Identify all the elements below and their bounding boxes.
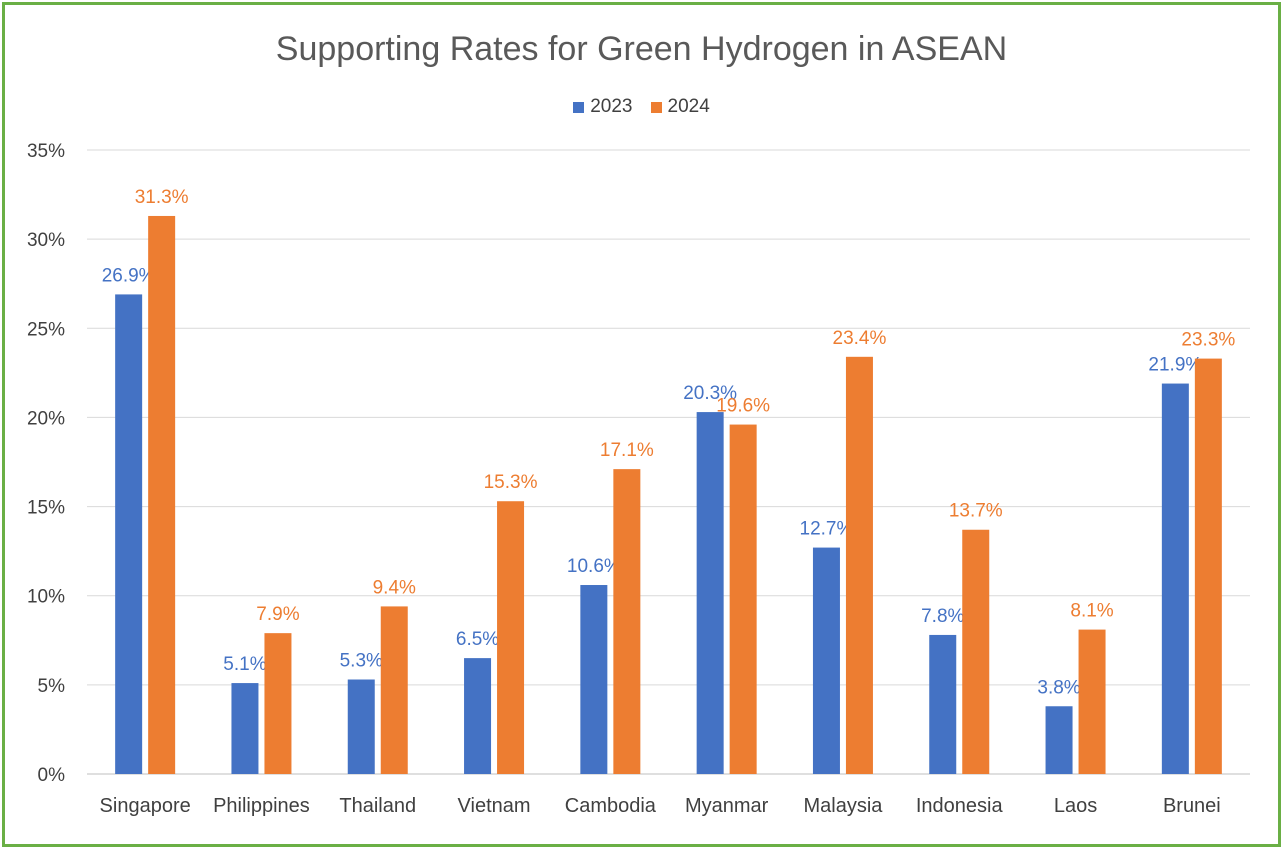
bar-2023 bbox=[696, 412, 724, 774]
data-label-2023: 21.9% bbox=[1148, 355, 1202, 376]
legend-swatch-2023 bbox=[573, 101, 585, 113]
data-label-2023: 3.8% bbox=[1037, 677, 1080, 698]
y-tick-label: 0% bbox=[38, 765, 66, 786]
data-label-2024: 19.6% bbox=[716, 396, 770, 417]
data-label-2023: 12.7% bbox=[800, 519, 854, 540]
bar-2023 bbox=[1045, 706, 1073, 774]
y-tick-label: 35% bbox=[27, 141, 65, 162]
x-category-label: Malaysia bbox=[803, 795, 883, 817]
bar-2023 bbox=[347, 679, 375, 774]
y-tick-label: 5% bbox=[38, 676, 66, 697]
x-category-label: Myanmar bbox=[685, 795, 769, 817]
data-label-2023: 26.9% bbox=[102, 265, 156, 286]
legend-item-2023: 2023 bbox=[573, 96, 633, 118]
bar-2024 bbox=[497, 501, 525, 774]
bar-2024 bbox=[962, 529, 990, 774]
y-tick-label: 30% bbox=[27, 230, 65, 251]
data-label-2023: 5.1% bbox=[223, 654, 266, 675]
bar-2023 bbox=[812, 547, 840, 774]
data-label-2023: 7.8% bbox=[921, 606, 964, 627]
bar-2024 bbox=[729, 424, 757, 774]
x-category-label: Brunei bbox=[1163, 795, 1221, 817]
y-tick-label: 10% bbox=[27, 587, 65, 608]
data-label-2024: 8.1% bbox=[1070, 601, 1113, 622]
data-label-2024: 13.7% bbox=[949, 501, 1003, 522]
data-label-2023: 6.5% bbox=[456, 629, 499, 650]
chart-legend: 2023 2024 bbox=[0, 96, 1283, 118]
y-tick-label: 15% bbox=[27, 498, 65, 519]
x-category-label: Cambodia bbox=[565, 795, 657, 817]
x-category-label: Thailand bbox=[339, 795, 416, 817]
bar-2023 bbox=[115, 294, 143, 774]
data-label-2023: 10.6% bbox=[567, 556, 621, 577]
bar-2024 bbox=[264, 633, 292, 774]
bar-2023 bbox=[231, 683, 259, 774]
bar-2024 bbox=[380, 606, 408, 774]
data-label-2024: 9.4% bbox=[373, 577, 416, 598]
bar-2024 bbox=[845, 356, 873, 774]
data-label-2024: 31.3% bbox=[135, 187, 189, 208]
y-tick-label: 25% bbox=[27, 319, 65, 340]
legend-label-2023: 2023 bbox=[590, 96, 633, 117]
bar-2024 bbox=[1194, 358, 1222, 774]
x-category-label: Singapore bbox=[100, 795, 191, 817]
bar-2024 bbox=[148, 215, 176, 775]
legend-label-2024: 2024 bbox=[667, 96, 710, 117]
legend-item-2024: 2024 bbox=[650, 96, 710, 118]
bar-2023 bbox=[1161, 383, 1189, 774]
y-tick-label: 20% bbox=[27, 408, 65, 429]
data-label-2024: 7.9% bbox=[256, 604, 299, 625]
x-category-label: Indonesia bbox=[916, 795, 1004, 817]
bar-2023 bbox=[929, 634, 957, 774]
data-label-2023: 5.3% bbox=[340, 651, 383, 672]
x-category-label: Laos bbox=[1054, 795, 1097, 817]
x-category-label: Vietnam bbox=[458, 795, 531, 817]
bar-2024 bbox=[613, 469, 641, 774]
chart-title: Supporting Rates for Green Hydrogen in A… bbox=[275, 30, 1008, 68]
legend-swatch-2024 bbox=[650, 101, 662, 113]
data-label-2024: 15.3% bbox=[484, 472, 538, 493]
data-label-2024: 17.1% bbox=[600, 440, 654, 461]
bar-2023 bbox=[580, 585, 608, 774]
x-category-label: Philippines bbox=[213, 795, 310, 817]
data-label-2023: 20.3% bbox=[683, 383, 737, 404]
data-label-2024: 23.4% bbox=[833, 328, 887, 349]
bar-2024 bbox=[1078, 629, 1106, 774]
bar-2023 bbox=[464, 658, 492, 774]
data-label-2024: 23.3% bbox=[1181, 330, 1235, 351]
